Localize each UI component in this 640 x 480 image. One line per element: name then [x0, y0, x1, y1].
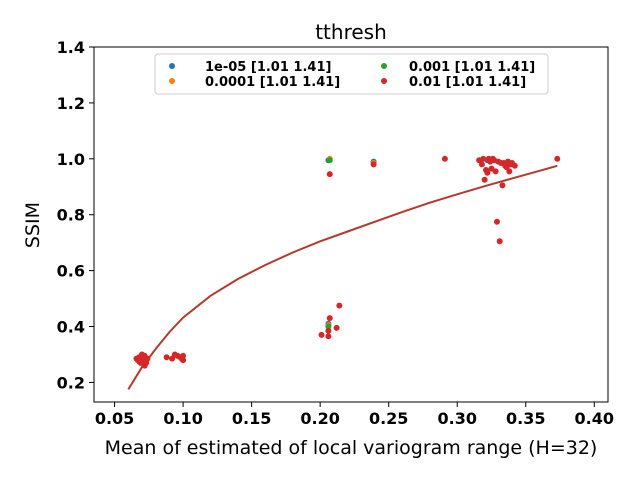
y-tick-label: 0.4	[57, 318, 85, 337]
x-tick-label: 0.40	[575, 409, 614, 428]
y-tick-label: 1.0	[57, 150, 85, 169]
scatter-point	[326, 171, 333, 178]
x-tick-label: 0.25	[369, 409, 408, 428]
y-tick-label: 1.2	[57, 94, 85, 113]
scatter-point	[493, 218, 500, 225]
scatter-point	[496, 238, 503, 245]
scatter-point	[336, 302, 343, 309]
y-axis-label: SSIM	[22, 202, 44, 248]
scatter-point	[478, 161, 485, 168]
scatter-point	[325, 323, 332, 330]
x-tick-label: 0.20	[300, 409, 339, 428]
scatter-point	[492, 168, 499, 175]
x-tick-label: 0.05	[95, 409, 134, 428]
fit-curve-layer	[127, 164, 558, 390]
scatter-point	[326, 157, 333, 164]
x-tick-label: 0.35	[506, 409, 545, 428]
legend-label: 0.0001 [1.01 1.41]	[205, 75, 340, 90]
legend-label: 1e-05 [1.01 1.41]	[205, 60, 331, 75]
scatter-point	[318, 331, 325, 338]
scatter-point	[441, 155, 448, 162]
scatter-point	[163, 354, 170, 361]
scatter-point	[511, 162, 518, 169]
x-tick-label: 0.10	[163, 409, 202, 428]
y-tick-label: 0.2	[57, 373, 85, 392]
y-tick-label: 0.6	[57, 262, 85, 281]
legend-marker	[381, 78, 387, 84]
y-tick-label: 1.4	[57, 38, 85, 57]
chart-title: tthresh	[315, 20, 387, 44]
scatter-point	[325, 333, 332, 340]
scatter-point	[554, 155, 561, 162]
scatter-point	[370, 161, 377, 168]
legend: 1e-05 [1.01 1.41]0.0001 [1.01 1.41] 0.001…	[154, 53, 549, 95]
x-tick-label: 0.15	[232, 409, 271, 428]
scatter-point	[326, 315, 333, 322]
scatter-point	[333, 324, 340, 331]
legend-label: 0.01 [1.01 1.41]	[409, 75, 526, 90]
scatter-point	[180, 352, 187, 359]
y-axis: 0.2 0.4 0.6 0.8 1.0 1.2 1.4	[57, 38, 94, 392]
scatter-point	[506, 168, 513, 175]
scatter-point	[144, 355, 151, 362]
x-axis: 0.05 0.10 0.15 0.20 0.25 0.30 0.35 0.40	[95, 402, 614, 428]
legend-box	[154, 53, 549, 95]
scatter-point	[481, 176, 488, 183]
legend-marker	[169, 78, 175, 84]
scatter-point	[480, 155, 487, 162]
x-tick-label: 0.30	[437, 409, 476, 428]
legend-marker	[381, 63, 387, 69]
scatter-point	[325, 327, 332, 334]
legend-marker	[169, 63, 175, 69]
points-layer	[133, 155, 561, 369]
fit-curve	[127, 164, 558, 390]
scatter-point	[484, 169, 491, 176]
scatter-point	[180, 357, 187, 364]
x-axis-label: Mean of estimated of local variogram ran…	[105, 437, 598, 459]
y-tick-label: 0.8	[57, 206, 85, 225]
scatter-point	[499, 182, 506, 189]
legend-label: 0.001 [1.01 1.41]	[409, 60, 535, 75]
plot-frame	[93, 46, 609, 403]
plot-area	[127, 155, 561, 390]
